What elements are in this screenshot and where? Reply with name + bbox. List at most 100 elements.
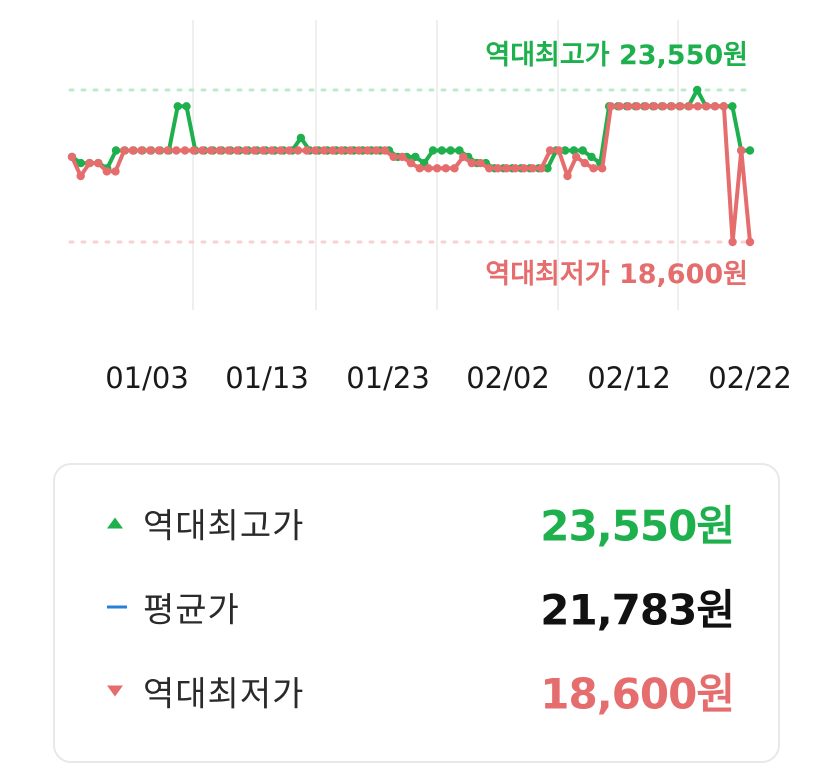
low-price-point	[624, 102, 633, 111]
low-price-point	[528, 164, 537, 173]
high-price-point	[587, 152, 596, 162]
low-price-point	[459, 152, 468, 162]
low-price-point	[415, 164, 424, 173]
low-price-point	[432, 164, 442, 173]
high-price-point	[446, 146, 455, 155]
low-price-point	[441, 164, 450, 173]
lowest-price-value: 18,600원	[540, 669, 735, 719]
low-price-point	[180, 146, 190, 155]
low-price-point	[380, 146, 390, 155]
average-price-row: 평균가 21,783원	[55, 579, 778, 635]
high-price-point	[455, 146, 464, 155]
low-price-point	[658, 102, 668, 111]
high-price-point	[569, 146, 579, 155]
low-price-point	[111, 167, 120, 176]
low-price-point	[467, 158, 476, 168]
low-price-point	[519, 164, 529, 173]
low-price-point	[250, 146, 259, 155]
high-price-point	[111, 146, 121, 155]
high-price-series-line	[70, 88, 750, 171]
lowest-price-row: 역대최저가 18,600원	[55, 663, 778, 719]
low-price-point	[398, 152, 407, 162]
x-tick-label: 02/02	[466, 361, 550, 395]
low-price-point	[189, 146, 198, 155]
series-layer	[67, 85, 755, 247]
highest-price-row: 역대최고가 23,550원	[55, 495, 778, 551]
lowest-price-label: 역대최저가	[143, 674, 305, 715]
x-tick-label: 01/03	[105, 361, 189, 395]
price-history-chart: 역대최고가 23,550원 역대최저가 18,600원 01/03 01/13 01…	[67, 20, 792, 395]
down-triangle-icon	[107, 685, 123, 697]
low-price-point	[450, 164, 459, 173]
low-price-point	[172, 146, 181, 155]
high-price-point	[745, 146, 755, 155]
average-price-value: 21,783원	[540, 585, 735, 635]
low-price-point	[424, 164, 433, 173]
low-price-point	[102, 167, 112, 176]
low-price-point	[154, 146, 164, 155]
low-price-point	[285, 146, 294, 155]
low-price-point	[563, 171, 572, 181]
low-price-point	[537, 164, 546, 173]
low-price-point	[615, 102, 624, 111]
low-price-point	[346, 146, 355, 155]
low-price-point	[67, 152, 77, 162]
low-price-point	[328, 146, 337, 155]
x-tick-label: 01/13	[225, 361, 309, 395]
low-price-point	[206, 146, 216, 155]
low-price-point	[259, 146, 268, 155]
low-price-point	[745, 237, 755, 247]
max-price-annotation: 역대최고가 23,550원	[485, 40, 748, 71]
low-price-point	[650, 102, 659, 111]
low-price-point	[337, 146, 346, 155]
low-price-point	[719, 102, 729, 111]
low-price-point	[76, 171, 85, 181]
low-price-point	[728, 237, 737, 247]
low-price-point	[476, 158, 485, 168]
low-price-point	[146, 146, 155, 155]
low-price-point	[485, 164, 494, 173]
low-price-point	[641, 102, 650, 111]
low-price-point	[389, 152, 398, 162]
high-price-point	[543, 164, 552, 173]
dash-icon	[107, 605, 127, 609]
high-price-point	[296, 133, 306, 143]
low-price-point	[554, 146, 563, 155]
x-tick-label: 02/22	[708, 361, 792, 395]
low-price-point	[93, 158, 103, 168]
low-price-point	[354, 146, 363, 155]
high-price-point	[428, 146, 438, 155]
low-price-point	[511, 164, 520, 173]
low-price-point	[572, 152, 581, 162]
low-price-point	[711, 102, 720, 111]
average-price-label: 평균가	[143, 590, 240, 631]
low-price-point	[589, 164, 598, 173]
highest-price-value: 23,550원	[540, 501, 735, 551]
low-price-point	[737, 146, 746, 155]
high-price-point	[182, 102, 191, 111]
low-price-point	[606, 102, 616, 111]
high-price-point	[437, 146, 446, 155]
low-price-point	[502, 164, 511, 173]
low-price-point	[120, 146, 129, 155]
low-price-point	[702, 102, 711, 111]
low-price-point	[667, 102, 676, 111]
low-price-point	[241, 146, 250, 155]
low-price-point	[233, 146, 242, 155]
low-price-point	[276, 146, 285, 155]
low-price-point	[85, 158, 94, 168]
low-price-point	[311, 146, 320, 155]
low-price-point	[224, 146, 233, 155]
high-price-point	[578, 146, 587, 155]
low-price-point	[128, 146, 137, 155]
high-price-point	[76, 158, 86, 168]
low-price-point	[632, 102, 642, 111]
low-price-point	[685, 102, 694, 111]
low-price-point	[302, 146, 311, 155]
up-triangle-icon	[107, 517, 123, 529]
high-price-point	[693, 85, 702, 95]
high-price-point	[560, 146, 570, 155]
price-summary-card: 역대최고가 23,550원 평균가 21,783원 역대최저가 18,600원	[53, 463, 780, 763]
low-price-point	[215, 146, 224, 155]
min-price-annotation: 역대최저가 18,600원	[485, 259, 748, 290]
